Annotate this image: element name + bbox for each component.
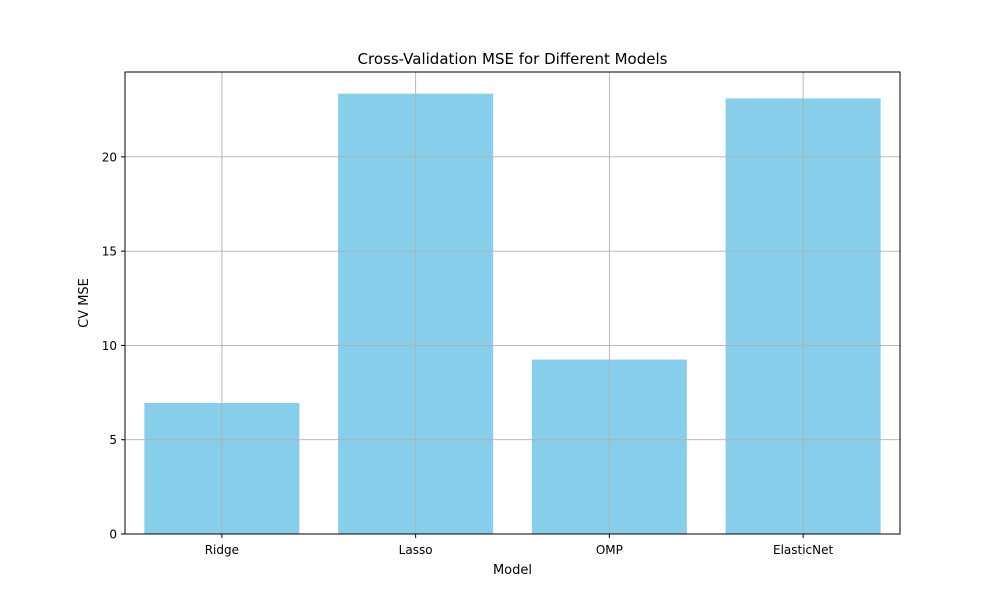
- y-tick-label: 0: [109, 528, 117, 542]
- x-tick-label: ElasticNet: [773, 543, 834, 557]
- x-tick-label: OMP: [596, 543, 623, 557]
- y-tick-label: 20: [102, 150, 117, 164]
- chart-title: Cross-Validation MSE for Different Model…: [358, 50, 668, 68]
- x-tick-label: Ridge: [205, 543, 239, 557]
- plot-frame: [124, 71, 901, 535]
- x-axis-label: Model: [493, 563, 532, 578]
- y-tick-label: 10: [102, 339, 117, 353]
- x-tick-label: Lasso: [399, 543, 433, 557]
- y-tick-label: 5: [109, 433, 117, 447]
- y-tick-label: 15: [102, 245, 117, 259]
- ticks-layer: Ridge Lasso OMP ElasticNet 0 5 10 15 20: [102, 150, 834, 557]
- y-axis-label: CV MSE: [77, 278, 92, 328]
- bars-layer: [144, 93, 881, 535]
